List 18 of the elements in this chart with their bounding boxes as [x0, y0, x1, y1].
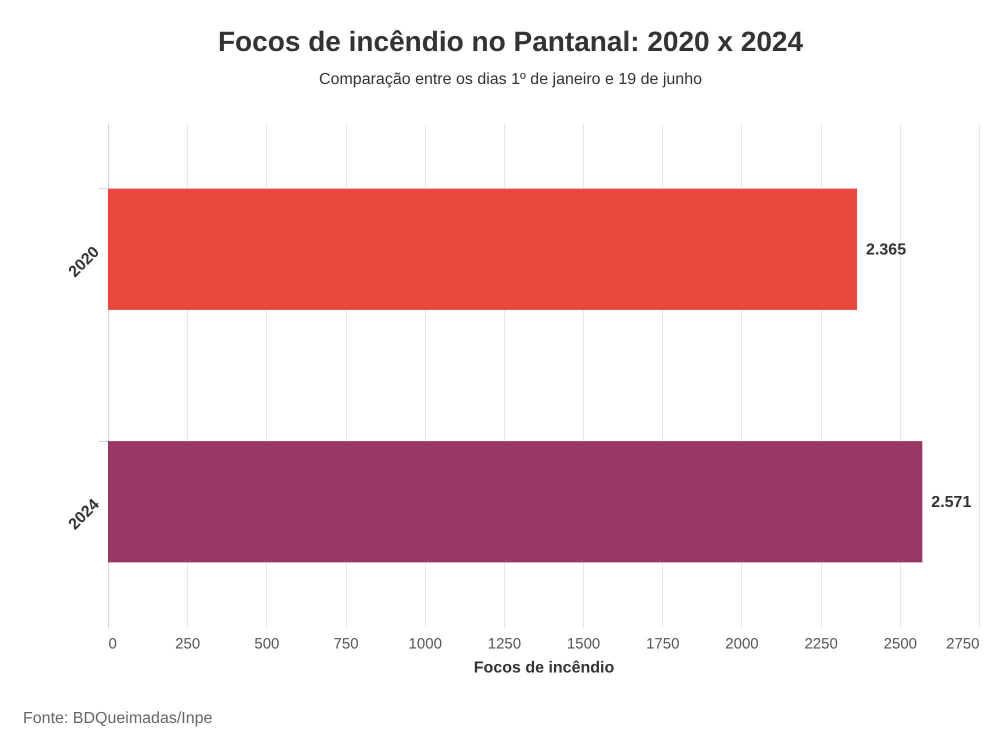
x-tick-label: 2250	[804, 636, 838, 652]
x-tick-label: 1500	[566, 636, 600, 652]
data-label: 2.571	[931, 494, 972, 511]
x-tick-label: 750	[334, 636, 359, 652]
x-tick-label: 2000	[725, 636, 759, 652]
data-label: 2.365	[866, 241, 906, 258]
source-note: Fonte: BDQueimadas/Inpe	[23, 710, 213, 727]
x-tick-label: 2750	[946, 636, 980, 652]
x-tick-label: 1000	[408, 636, 442, 652]
x-tick-label: 250	[175, 636, 200, 652]
x-tick-label: 1250	[488, 636, 522, 652]
x-axis-title: Focos de incêndio	[474, 660, 614, 676]
chart-subtitle: Comparação entre os dias 1º de janeiro e 19 de junho	[319, 71, 702, 88]
chart-title: Focos de incêndio no Pantanal: 2020 x 2024	[218, 26, 804, 57]
x-tick-label: 500	[254, 636, 280, 652]
x-tick-label: 0	[108, 636, 117, 652]
x-tick-label: 2500	[884, 636, 918, 652]
x-tick-label: 1750	[646, 636, 680, 652]
